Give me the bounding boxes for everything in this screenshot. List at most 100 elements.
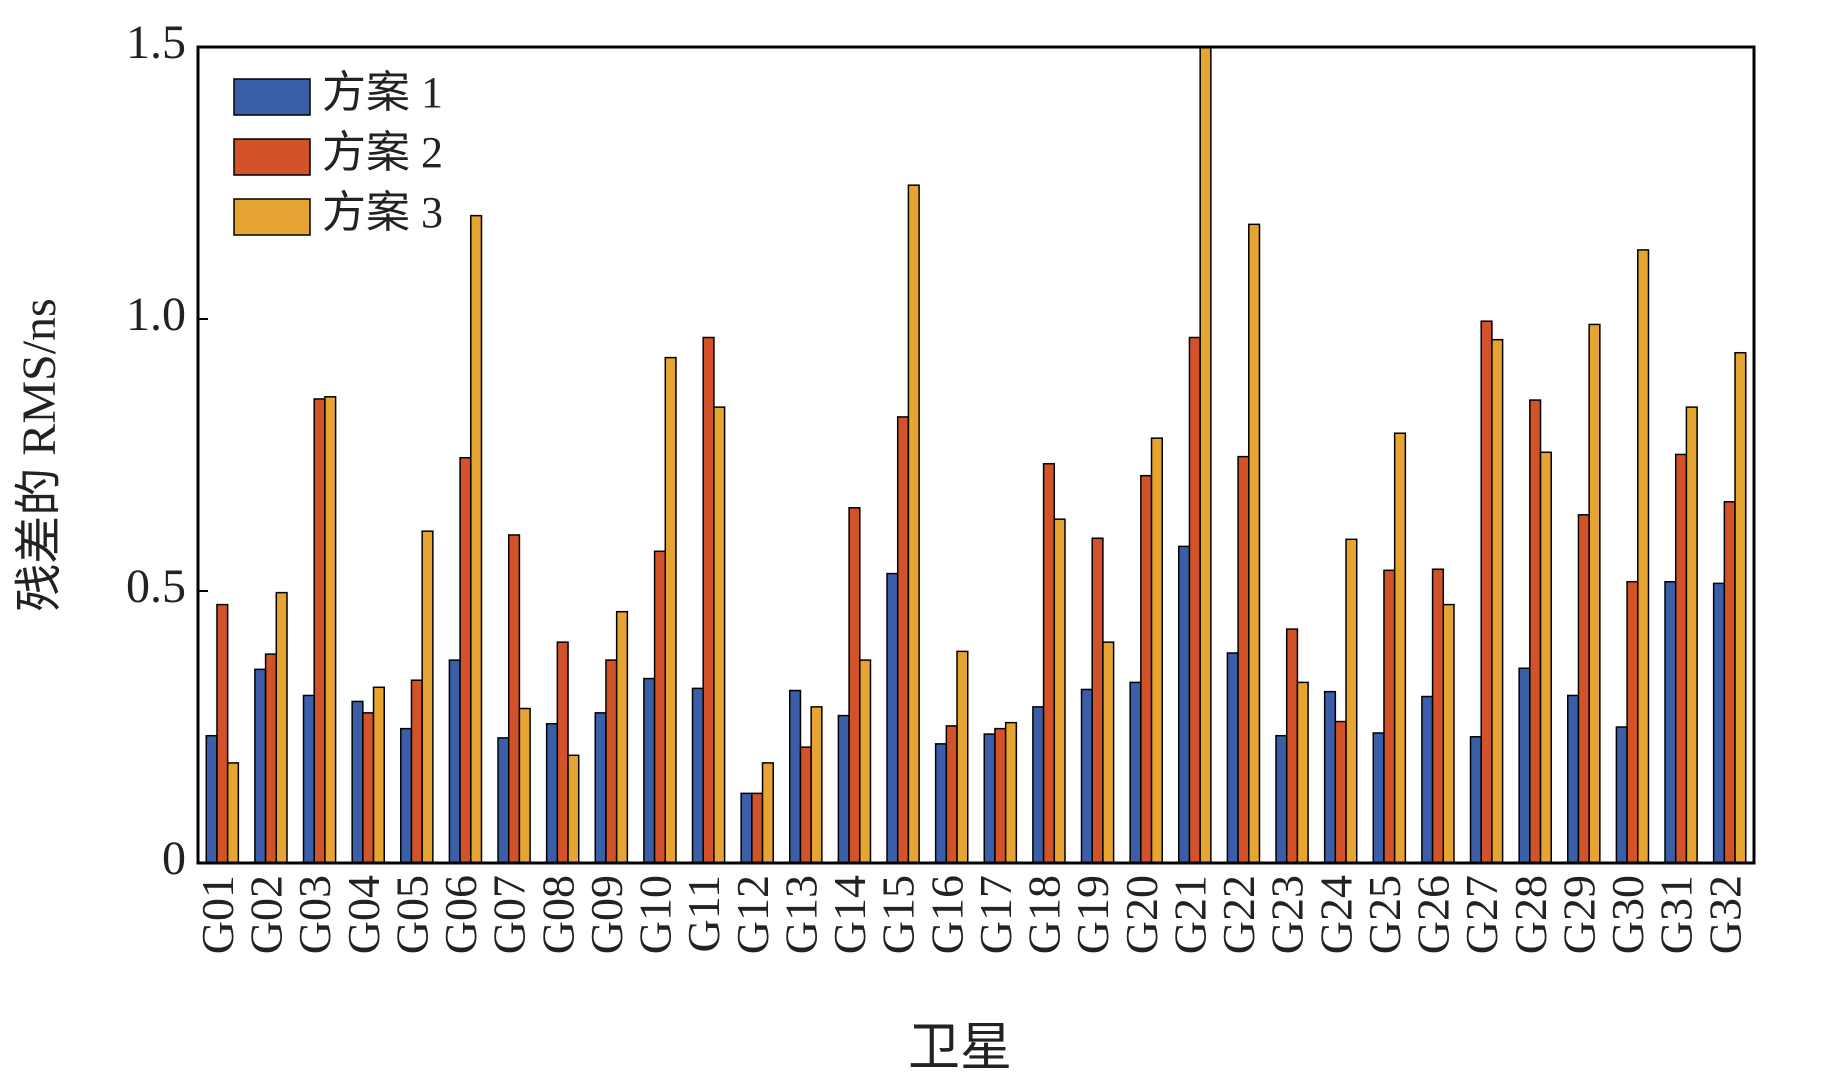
bar xyxy=(1393,432,1407,864)
bar xyxy=(205,734,218,864)
bar xyxy=(1664,581,1677,864)
bar xyxy=(789,689,802,864)
bar xyxy=(254,668,267,864)
bar xyxy=(372,686,385,864)
x-axis-label: 卫星 xyxy=(908,1020,1012,1077)
bar xyxy=(907,184,920,864)
bar xyxy=(886,572,899,864)
bar xyxy=(1296,681,1309,864)
bar xyxy=(1567,694,1580,864)
bar xyxy=(1323,690,1337,864)
bar xyxy=(1150,437,1163,864)
bar xyxy=(1588,323,1601,864)
bar xyxy=(497,737,510,864)
bar xyxy=(1032,706,1045,864)
x-tick-label: G15 xyxy=(873,875,924,954)
bar xyxy=(226,762,240,864)
bar xyxy=(761,762,774,864)
bar xyxy=(302,694,315,864)
bar xyxy=(545,722,559,864)
bar xyxy=(713,406,726,864)
legend-label: 方案 3 xyxy=(322,188,443,237)
x-tick-label: G24 xyxy=(1310,875,1361,954)
bar xyxy=(956,650,969,864)
bar xyxy=(1140,474,1153,864)
bar xyxy=(362,712,375,864)
x-tick-label: G06 xyxy=(435,875,486,954)
x-tick-label: G13 xyxy=(775,875,826,954)
bar xyxy=(459,456,472,864)
bar xyxy=(664,356,677,864)
bar xyxy=(1383,569,1396,864)
bar xyxy=(556,641,569,864)
x-tick-label: G19 xyxy=(1067,875,1118,954)
bar xyxy=(1529,399,1542,864)
x-tick-label: G05 xyxy=(386,875,437,954)
bar xyxy=(751,792,764,864)
bar xyxy=(264,653,278,864)
bar xyxy=(799,746,812,864)
bar xyxy=(216,603,229,864)
x-tick-label: G09 xyxy=(581,875,632,954)
bar xyxy=(1285,628,1299,864)
x-tick-label: G20 xyxy=(1116,875,1167,954)
bar xyxy=(518,707,531,864)
bar xyxy=(740,792,753,864)
bar xyxy=(594,712,607,864)
bar xyxy=(1577,514,1590,864)
bar xyxy=(1004,721,1018,864)
x-tick-label: G18 xyxy=(1019,875,1070,954)
bar xyxy=(896,416,910,864)
bar xyxy=(324,396,337,864)
x-tick-label: G22 xyxy=(1213,875,1264,954)
bar xyxy=(448,659,461,864)
y-tick-label: 0 xyxy=(162,832,186,885)
bar xyxy=(1712,582,1726,864)
bar xyxy=(1637,249,1650,864)
bar xyxy=(1431,568,1445,864)
bar xyxy=(1334,720,1347,864)
x-tick-label: G26 xyxy=(1408,875,1459,954)
bar xyxy=(1237,455,1250,864)
bar xyxy=(1178,545,1191,864)
bar xyxy=(1491,338,1504,864)
bar xyxy=(1539,451,1552,864)
bar xyxy=(1248,223,1261,864)
bar xyxy=(1734,351,1747,864)
y-tick-label: 0.5 xyxy=(126,560,186,613)
bar xyxy=(1275,734,1288,864)
x-tick-label: G14 xyxy=(824,875,875,954)
bar xyxy=(470,214,483,864)
bar xyxy=(400,727,413,864)
x-tick-label: G02 xyxy=(241,875,292,954)
bar xyxy=(653,550,667,864)
legend-label: 方案 2 xyxy=(322,128,443,177)
bar xyxy=(1091,537,1104,864)
x-tick-label: G17 xyxy=(970,875,1021,954)
x-tick-label: G29 xyxy=(1553,875,1604,954)
y-tick-label: 1.5 xyxy=(126,16,186,69)
bar xyxy=(1685,406,1698,864)
bar xyxy=(1053,518,1066,864)
bar xyxy=(567,754,580,864)
x-tick-label: G08 xyxy=(532,875,583,954)
y-axis-label: 残差的 RMS/ns xyxy=(13,298,66,611)
bar xyxy=(1615,726,1628,864)
legend-label: 方案 1 xyxy=(322,68,443,117)
bar xyxy=(643,677,656,864)
bar xyxy=(507,534,521,864)
bar xyxy=(410,679,423,864)
x-tick-label: G10 xyxy=(630,875,681,954)
x-tick-label: G01 xyxy=(192,875,243,954)
bar xyxy=(351,700,364,864)
y-tick-label: 1.0 xyxy=(126,288,186,341)
bar xyxy=(1199,46,1212,864)
bar xyxy=(691,687,704,864)
x-tick-label: G03 xyxy=(289,875,340,954)
x-tick-label: G04 xyxy=(338,875,389,954)
bar xyxy=(615,610,629,864)
bar xyxy=(1102,641,1115,864)
bar xyxy=(859,659,872,864)
bar xyxy=(1518,667,1531,864)
